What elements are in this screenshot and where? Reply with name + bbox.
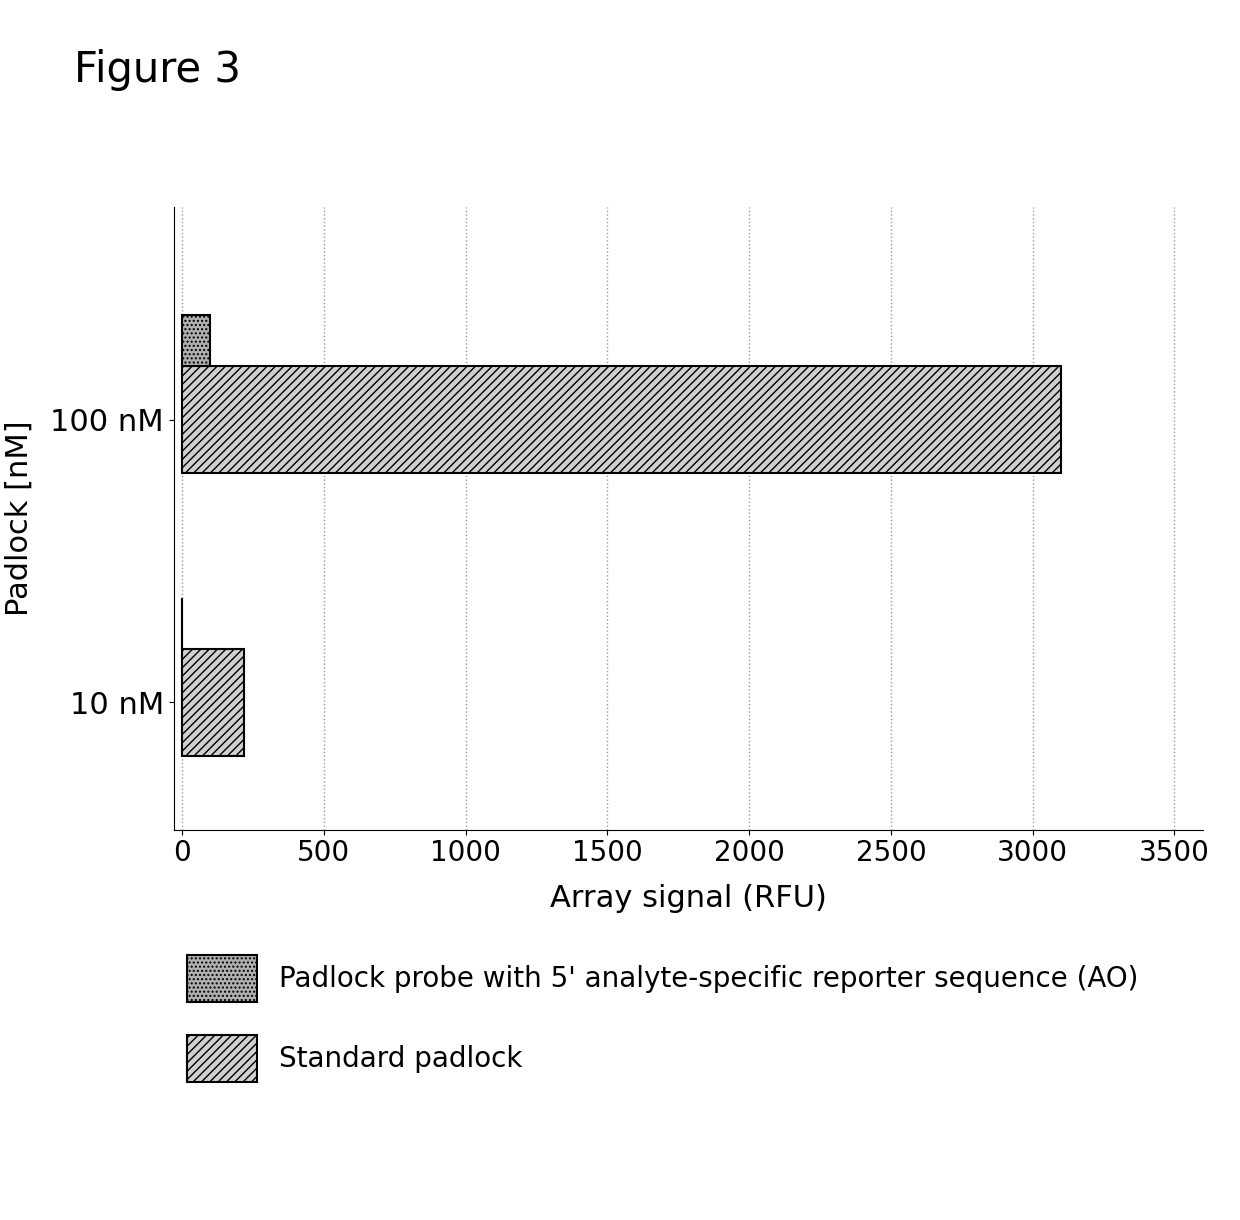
Bar (182, 315, 211, 366)
X-axis label: Array signal (RFU): Array signal (RFU) (549, 884, 827, 913)
Text: Figure 3: Figure 3 (74, 49, 242, 90)
Bar (182, 649, 244, 756)
Bar (182, 366, 1061, 473)
Y-axis label: Padlock [nM]: Padlock [nM] (5, 421, 33, 616)
Legend: Padlock probe with 5' analyte-specific reporter sequence (AO), Standard padlock: Padlock probe with 5' analyte-specific r… (187, 955, 1138, 1082)
